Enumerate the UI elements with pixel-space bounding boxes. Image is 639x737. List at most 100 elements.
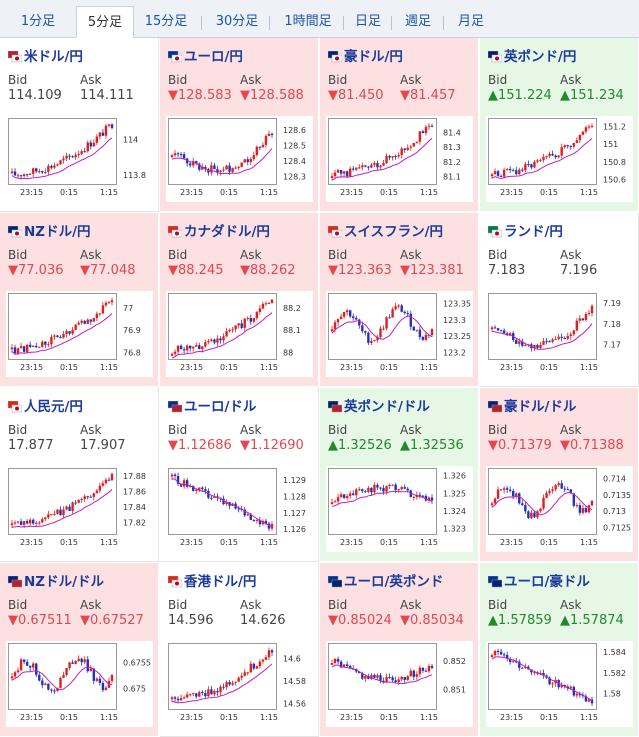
ask-label: Ask: [560, 73, 582, 87]
pair-name-link[interactable]: ユーロ/ドル: [184, 399, 257, 415]
flag-eu-gb-icon: [327, 573, 343, 588]
candle-body: [539, 672, 542, 674]
candle-body: [207, 689, 210, 697]
candle-body: [367, 676, 370, 679]
candle-body: [19, 175, 23, 177]
candle-body: [379, 328, 382, 338]
mini-chart[interactable]: 128.6 128.5 128.4 128.3 23:15 0:15 1:15: [166, 116, 313, 202]
candle-body: [515, 661, 518, 663]
y-tick-label: 1.58: [603, 690, 621, 699]
pair-name-link[interactable]: 英ポンド/ドル: [344, 399, 430, 415]
pair-name-link[interactable]: ユーロ/英ポンド: [344, 574, 444, 590]
candle-body: [345, 310, 349, 313]
candle-body: [213, 496, 216, 498]
y-tick-label: 0.7135: [603, 491, 631, 500]
candle-body: [80, 658, 83, 663]
mini-chart[interactable]: 81.4 81.3 81.2 81.1 23:15 0:15 1:15: [326, 116, 473, 202]
pair-name-link[interactable]: 香港ドル/円: [184, 574, 257, 590]
tab-週足[interactable]: 週足: [404, 14, 431, 29]
candle-body: [86, 659, 89, 672]
candle-body: [584, 508, 588, 513]
mini-chart[interactable]: 17.88 17.86 17.84 17.82 23:15 0:15 1:15: [6, 466, 153, 552]
pair-name-link[interactable]: スイスフラン/円: [344, 224, 444, 240]
candle-body: [569, 489, 572, 494]
candle-body: [173, 697, 177, 699]
candle-body: [192, 485, 195, 491]
candle-body: [222, 498, 225, 505]
candle-body: [339, 661, 343, 668]
rate-card: 米ドル/円 Bid Ask 114.109 114.111 114 113.8 23…: [0, 38, 159, 212]
candle-body: [10, 523, 14, 526]
bid-value: ▼0.67511: [8, 613, 72, 628]
candle-body: [427, 497, 431, 501]
tab-日足[interactable]: 日足: [354, 14, 381, 29]
pair-name-link[interactable]: ユーロ/円: [184, 49, 243, 65]
mini-chart[interactable]: 1.584 1.582 1.58 23:15 0:15 1:15: [486, 641, 633, 727]
mini-chart[interactable]: 88.2 88.1 88 23:15 0:15 1:15: [166, 291, 313, 377]
candle-body: [412, 496, 416, 498]
bid-label: Bid: [8, 423, 28, 437]
moving-average-line: [171, 663, 273, 704]
candle-body: [370, 487, 373, 493]
mini-chart[interactable]: 0.714 0.7135 0.713 0.7125 23:15 0:15 1:15: [486, 466, 633, 552]
mini-chart[interactable]: 151.2 151 150.8 150.6 23:15 0:15 1:15: [486, 116, 633, 202]
mini-chart[interactable]: 0.6755 0.675 23:15 0:15 1:15: [6, 641, 153, 727]
candle-body: [493, 650, 497, 656]
candle-body: [333, 501, 337, 503]
candlestick-chart: 114 113.8 23:15 0:15 1:15: [6, 116, 153, 202]
tab-月足[interactable]: 月足: [457, 14, 484, 29]
pair-name-link[interactable]: 豪ドル/ドル: [504, 399, 577, 415]
pair-name-link[interactable]: カナダドル/円: [184, 224, 270, 240]
candle-body: [415, 674, 419, 677]
candle-body: [563, 488, 566, 490]
x-tick-label: 0:15: [380, 713, 398, 722]
pair-name-link[interactable]: 米ドル/円: [24, 49, 83, 65]
candle-body: [204, 693, 207, 697]
tab-1時間足[interactable]: 1時間足: [284, 14, 332, 29]
mini-chart[interactable]: 7.19 7.18 7.17 23:15 0:15 1:15: [486, 291, 633, 377]
change-arrow-icon: ▼: [488, 438, 498, 453]
pair-name-link[interactable]: NZドル/ドル: [24, 574, 105, 590]
candle-body: [496, 489, 500, 499]
candle-body: [388, 677, 391, 679]
candle-body: [379, 165, 382, 168]
mini-chart[interactable]: 1.129 1.128 1.127 1.126 23:15 0:15 1:15: [166, 466, 313, 552]
candle-body: [490, 503, 494, 506]
tab-30分足[interactable]: 30分足: [215, 14, 259, 29]
candle-body: [339, 170, 343, 174]
candle-body: [539, 159, 542, 161]
candle-body: [358, 671, 361, 674]
candle-body: [330, 329, 334, 332]
candle-body: [252, 519, 256, 521]
mini-chart[interactable]: 123.35 123.3 123.25 123.2 23:15 0:15 1:15: [326, 291, 473, 377]
mini-chart[interactable]: 14.6 14.58 14.56 23:15 0:15 1:15: [166, 641, 313, 727]
pair-name-link[interactable]: 人民元/円: [24, 399, 83, 415]
mini-chart[interactable]: 1.326 1.325 1.324 1.323 23:15 0:15 1:15: [326, 466, 473, 552]
pair-name-link[interactable]: 豪ドル/円: [344, 49, 403, 65]
pair-name-link[interactable]: 英ポンド/円: [504, 49, 577, 65]
candle-body: [249, 318, 252, 322]
candle-body: [267, 302, 271, 304]
tab-15分足[interactable]: 15分足: [144, 14, 188, 29]
ask-label: Ask: [240, 248, 262, 262]
candle-body: [575, 693, 579, 696]
candle-body: [10, 676, 14, 679]
mini-chart[interactable]: 114 113.8 23:15 0:15 1:15: [6, 116, 153, 202]
change-arrow-icon: ▲: [328, 438, 338, 453]
tab-5分足[interactable]: 5分足: [76, 6, 134, 38]
x-tick-label: 1:15: [260, 363, 278, 372]
flag-nz-jp-icon: [7, 223, 23, 238]
x-tick-label: 1:15: [580, 363, 598, 372]
pair-name-link[interactable]: ランド/円: [504, 224, 563, 240]
tab-1分足[interactable]: 1分足: [20, 14, 56, 29]
mini-chart[interactable]: 77 76.9 76.8 23:15 0:15 1:15: [6, 291, 153, 377]
pair-name-link[interactable]: ユーロ/豪ドル: [504, 574, 590, 590]
candle-body: [339, 494, 343, 498]
x-tick-label: 1:15: [580, 188, 598, 197]
pair-name-link[interactable]: NZドル/円: [24, 224, 91, 240]
flag-gb-us-icon: [327, 398, 343, 413]
candle-body: [213, 165, 216, 170]
mini-chart[interactable]: 0.852 0.851 23:15 0:15 1:15: [326, 641, 473, 727]
candle-body: [518, 341, 521, 344]
candle-body: [418, 667, 422, 675]
